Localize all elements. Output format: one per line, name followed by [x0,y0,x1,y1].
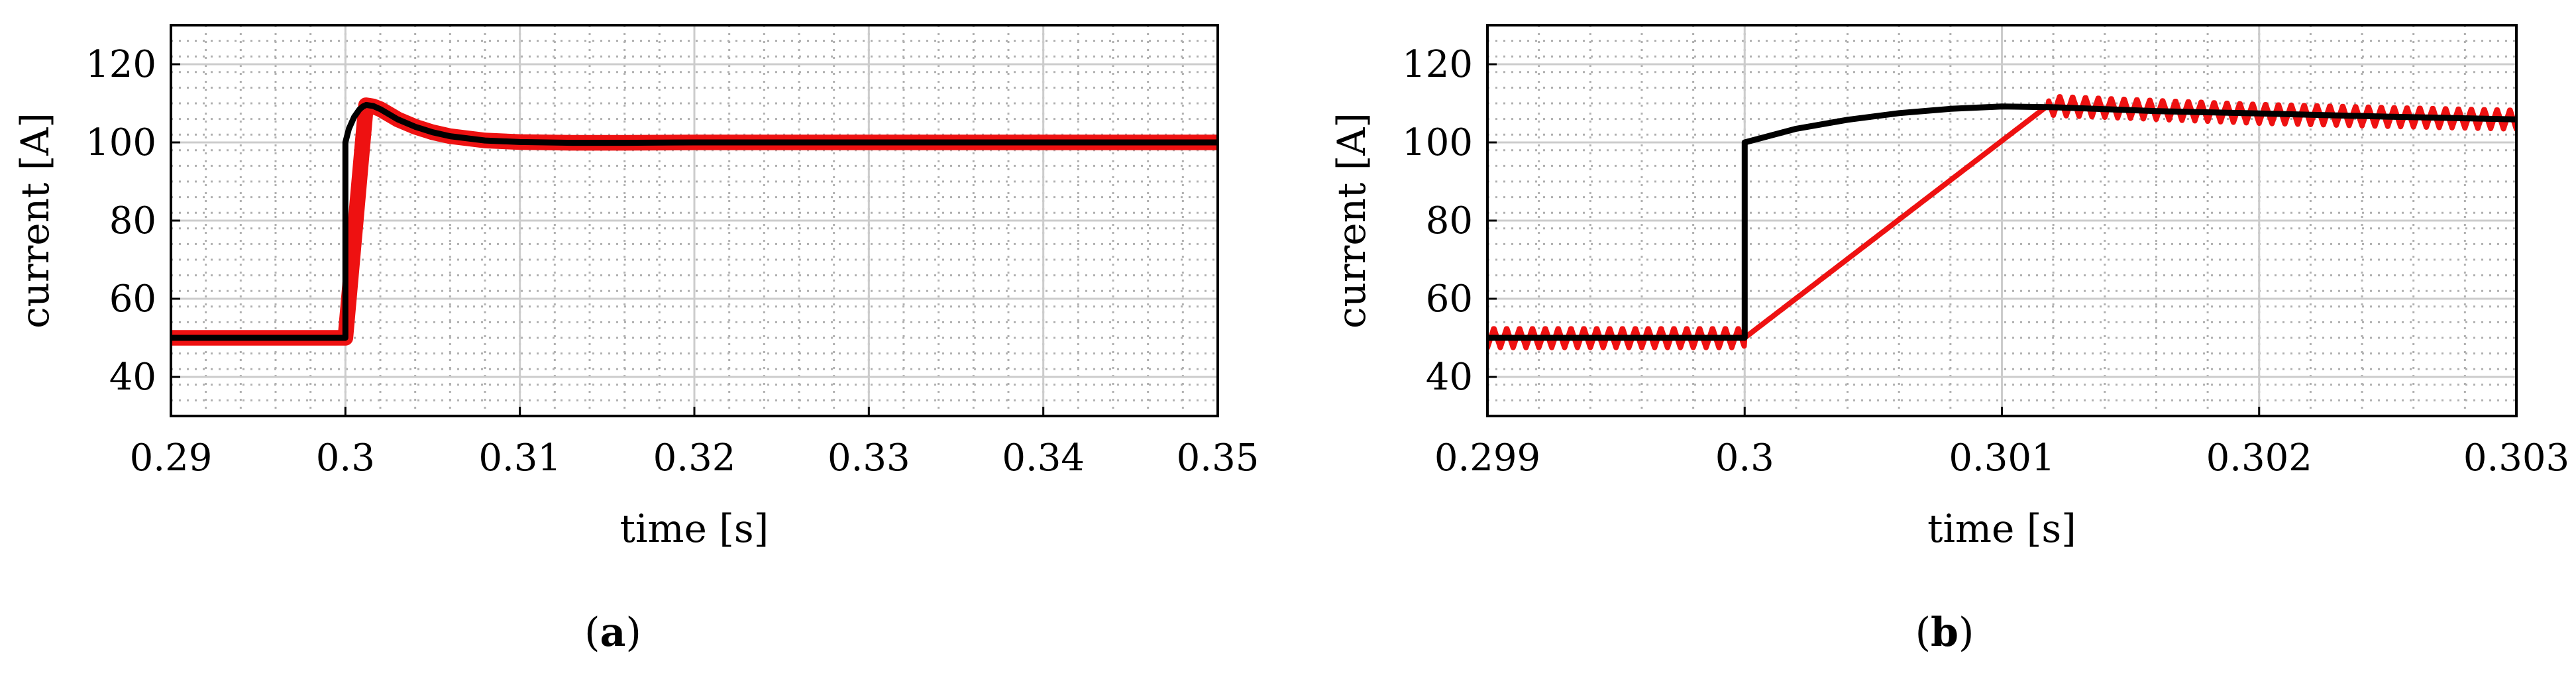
y-tick-label: 100 [1402,121,1473,164]
x-tick-label: 0.31 [478,437,561,480]
x-tick-label: 0.302 [2206,437,2312,480]
y-tick-label: 120 [85,43,156,86]
x-tick-label: 0.32 [653,437,736,480]
plot-area [171,97,1218,346]
panel-label-b: (b) [1915,609,1974,656]
major-grid [170,25,1219,416]
chart-panel-b: 0.299 0.3 0.301 0.302 0.303 40 60 80 100 120 time … [1329,24,2569,551]
y-tick-label: 40 [109,356,156,399]
x-axis-label: time [s] [620,506,769,551]
y-tick-label: 80 [1426,199,1473,242]
x-axis-label: time [s] [1927,506,2076,551]
plot-area [1487,94,2516,350]
series-line-measured [1487,94,2516,350]
y-tick-label: 120 [1402,43,1473,86]
y-tick-label: 100 [85,121,156,164]
y-tick-label: 80 [109,199,156,242]
series-line-reference [171,101,1218,341]
y-tick-label: 40 [1426,356,1473,399]
major-grid [1486,25,2518,416]
x-tick-label: 0.299 [1434,437,1540,480]
x-tick-label: 0.3 [1715,437,1774,480]
panel-label-a: (a) [584,609,641,656]
y-tick-label: 60 [1426,278,1473,321]
y-tick-label: 60 [109,278,156,321]
chart-panel-a: 0.29 0.3 0.31 0.32 0.33 0.34 0.35 40 60 80 100 120 t… [13,24,1260,551]
x-tick-label: 0.29 [130,437,213,480]
x-tick-label: 0.303 [2463,437,2569,480]
y-axis-label: current [A] [13,113,58,329]
x-tick-label: 0.33 [828,437,910,480]
x-tick-label: 0.301 [1949,437,2055,480]
x-tick-label: 0.35 [1177,437,1260,480]
y-axis-label: current [A] [1329,113,1374,329]
x-tick-label: 0.3 [316,437,375,480]
x-tick-label: 0.34 [1002,437,1085,480]
series-line-reference [1487,103,2516,341]
